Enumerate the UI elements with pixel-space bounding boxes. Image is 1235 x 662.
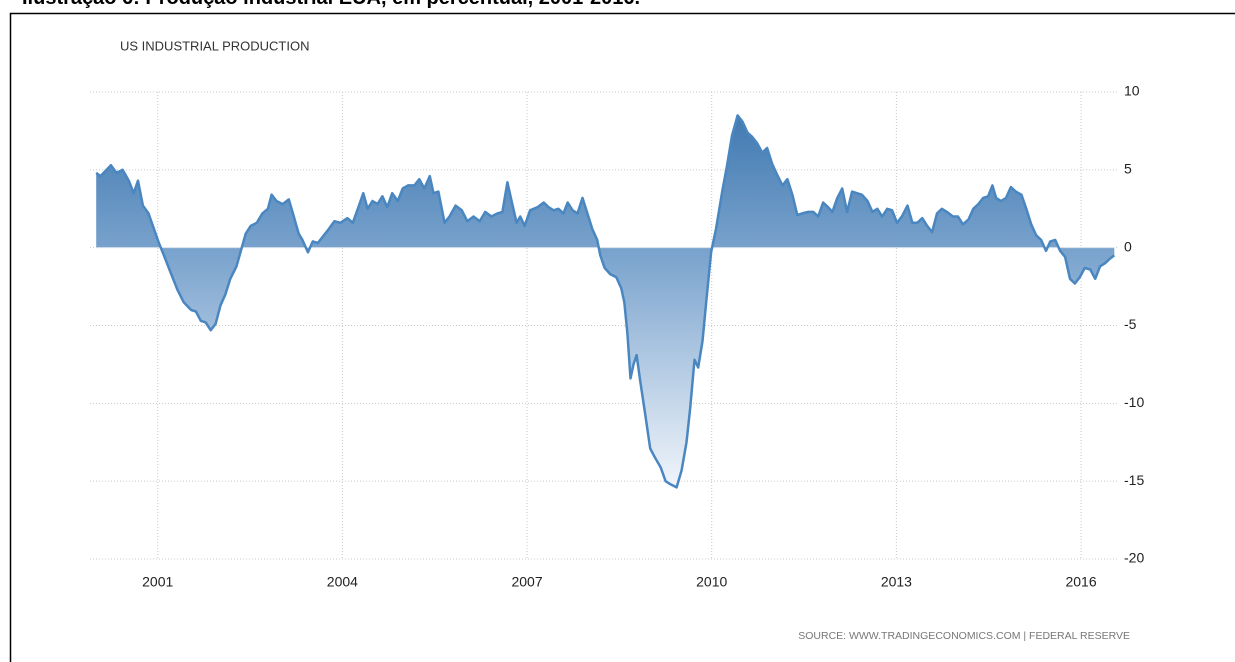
- x-tick-label: 2010: [696, 574, 727, 590]
- y-tick-label: 0: [1124, 238, 1132, 254]
- labels: 10 5 0 -5 -10 -15 -20 2001 2004 2007 2010 2013 2016: [142, 83, 1144, 590]
- source: SOURCE: WWW.TRADINGECONOMICS.COM | FEDER…: [798, 630, 1130, 642]
- grid: [90, 91, 1118, 560]
- y-tick-label: 5: [1124, 161, 1132, 177]
- line: [95, 114, 1116, 489]
- x-tick-label: 2001: [142, 574, 173, 590]
- y-tick-label: -5: [1124, 316, 1137, 332]
- area: [96, 115, 1115, 488]
- y-tick-label: 10: [1124, 83, 1140, 99]
- frame: [9, 12, 1235, 662]
- y-tick-label: -20: [1124, 550, 1144, 566]
- x-tick-label: 2004: [327, 574, 358, 590]
- y-tick-label: -15: [1124, 472, 1144, 488]
- plot: [95, 114, 1116, 489]
- y-tick-label: -10: [1124, 394, 1144, 410]
- x-tick-label: 2013: [881, 574, 912, 590]
- chart-title: US INDUSTRIAL PRODUCTION: [120, 38, 309, 53]
- x-tick-label: 2007: [511, 574, 542, 590]
- caption: Ilustração 6: Produção industrial EUA, e…: [22, 0, 640, 9]
- x-tick-label: 2016: [1065, 574, 1096, 590]
